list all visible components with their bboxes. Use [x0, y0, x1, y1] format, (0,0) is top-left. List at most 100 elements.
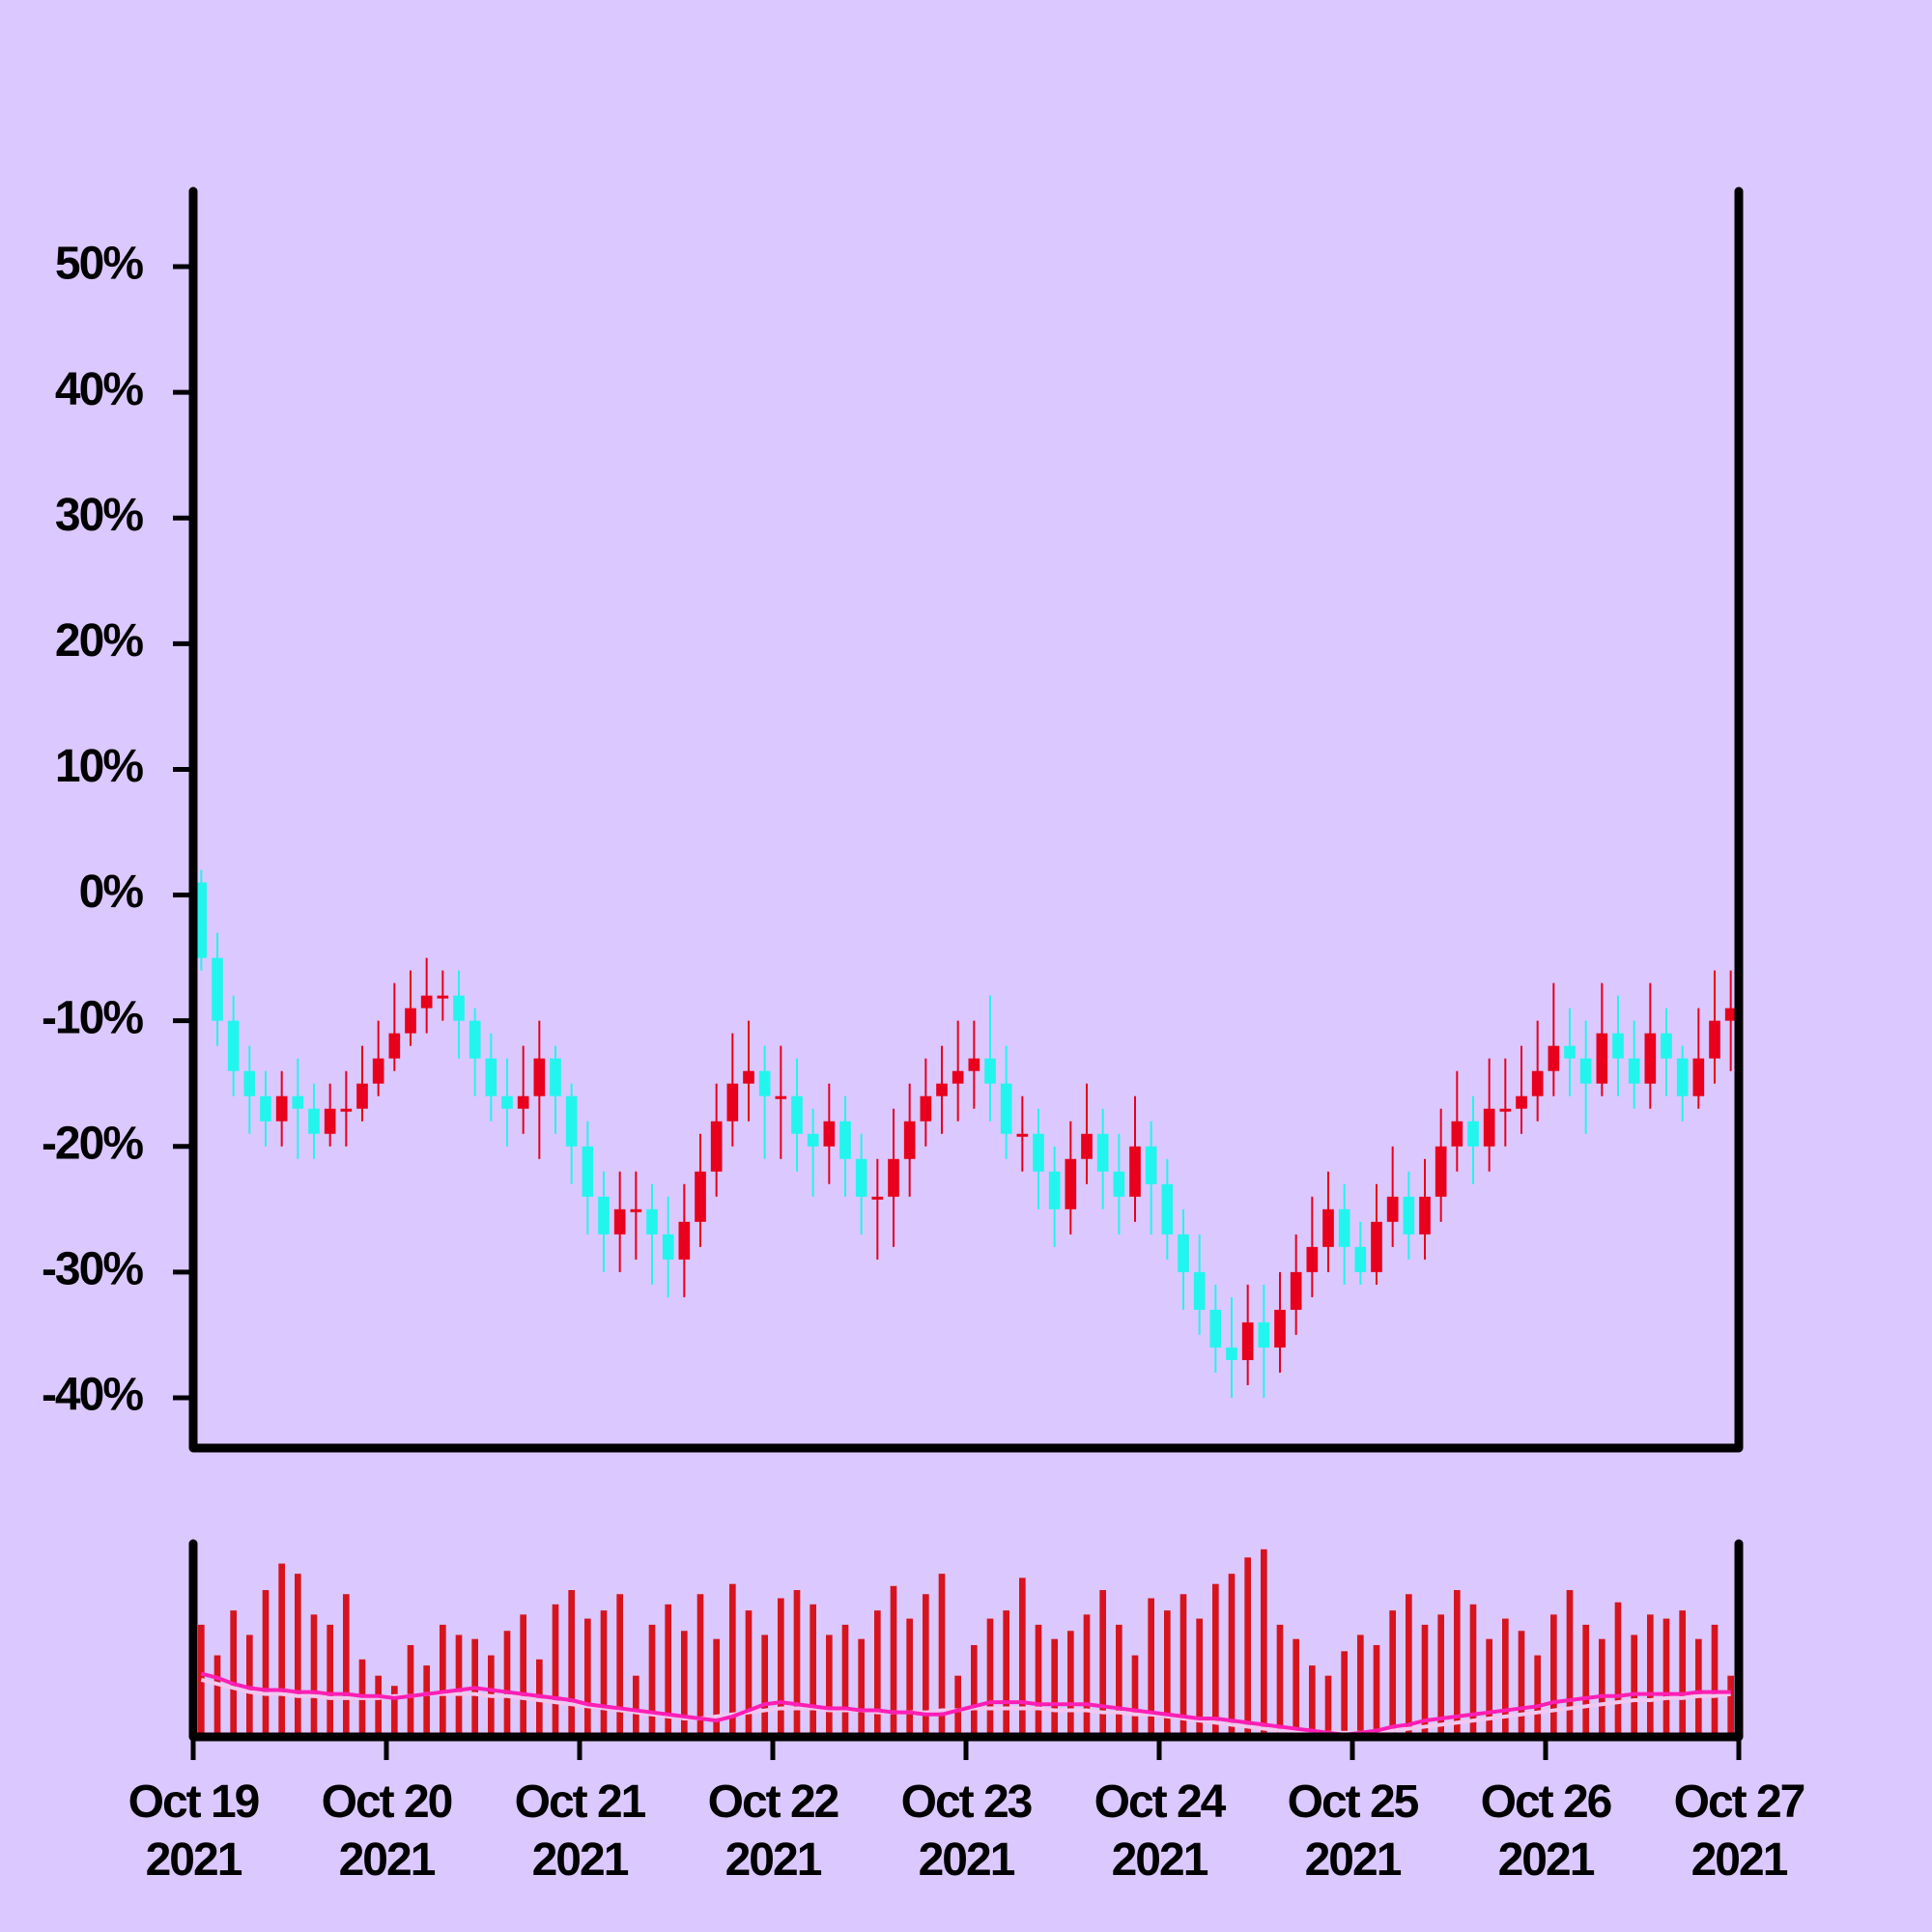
- volume-bar: [841, 1624, 849, 1737]
- volume-bar: [1196, 1618, 1203, 1737]
- volume-bar: [1148, 1598, 1154, 1737]
- candle-body: [952, 1070, 964, 1084]
- candle-body: [1548, 1045, 1560, 1071]
- candle-body: [1612, 1033, 1624, 1059]
- candle-body: [630, 1208, 642, 1212]
- candle-body: [871, 1196, 884, 1200]
- volume-bar: [278, 1563, 285, 1737]
- volume-bar: [1035, 1624, 1042, 1737]
- candle-body: [1096, 1133, 1109, 1172]
- volume-bar: [1502, 1618, 1509, 1737]
- volume-bar: [552, 1604, 559, 1737]
- candle-body: [1724, 1008, 1737, 1021]
- candle-body: [807, 1133, 819, 1147]
- candle-body: [968, 1058, 980, 1071]
- candle-body: [695, 1171, 706, 1222]
- volume-bar: [810, 1604, 816, 1737]
- candle-body: [550, 1058, 561, 1096]
- y-tick-label: 30%: [55, 490, 143, 541]
- candle-body: [1499, 1108, 1512, 1112]
- volume-bar: [1695, 1638, 1702, 1737]
- candle-body: [356, 1083, 368, 1109]
- candle-body: [485, 1058, 497, 1096]
- volume-bar: [536, 1659, 543, 1737]
- candle-body: [1403, 1196, 1415, 1235]
- volume-bar: [1324, 1675, 1332, 1737]
- volume-bar: [1373, 1645, 1380, 1737]
- volume-bar: [1228, 1574, 1236, 1737]
- candle-body: [1258, 1321, 1270, 1348]
- candle-body: [888, 1158, 899, 1197]
- volume-bar: [1647, 1614, 1654, 1737]
- candle-body: [1354, 1246, 1367, 1272]
- volume-bar: [1003, 1610, 1009, 1737]
- volume-bar: [1116, 1624, 1122, 1737]
- x-tick-label: Oct 26 2021: [1480, 1776, 1613, 1886]
- volume-bar: [1261, 1548, 1267, 1737]
- volume-bar: [343, 1594, 350, 1737]
- volume-bar: [327, 1624, 333, 1737]
- candle-body: [1467, 1121, 1479, 1147]
- volume-bar: [761, 1634, 768, 1737]
- candle-body: [1483, 1108, 1495, 1147]
- volume-bar: [648, 1624, 656, 1737]
- volume-bar: [1518, 1631, 1525, 1737]
- volume-bar: [954, 1675, 961, 1737]
- candle-body: [533, 1058, 546, 1096]
- candle-body: [726, 1083, 739, 1122]
- volume-bar: [778, 1598, 784, 1737]
- candle-body: [1048, 1171, 1061, 1209]
- candle-body: [855, 1158, 867, 1197]
- y-tick-label: -10%: [42, 992, 143, 1043]
- candle-body: [1322, 1208, 1334, 1247]
- candle-body: [243, 1070, 256, 1096]
- volume-bar: [1179, 1594, 1187, 1737]
- volume-bar: [858, 1638, 865, 1737]
- y-tick-label: -40%: [42, 1370, 143, 1421]
- volume-bar: [1711, 1624, 1719, 1737]
- volume-bar: [1244, 1557, 1251, 1737]
- y-tick-label: -20%: [42, 1118, 143, 1169]
- y-tick-label: 50%: [55, 239, 143, 290]
- y-tick-label: 10%: [55, 741, 143, 792]
- volume-bar: [391, 1686, 398, 1737]
- candle-body: [405, 1008, 416, 1034]
- candle-body: [1579, 1058, 1592, 1084]
- volume-bar: [874, 1610, 881, 1737]
- volume-bar: [1582, 1624, 1589, 1737]
- candle-body: [775, 1095, 787, 1099]
- candle-body: [823, 1121, 836, 1147]
- volume-bar: [971, 1645, 978, 1737]
- y-tick-label: -30%: [42, 1244, 143, 1295]
- candle-body: [1161, 1183, 1174, 1235]
- y-tick-label: 0%: [79, 867, 144, 918]
- volume-bar: [1631, 1634, 1637, 1737]
- candle-body: [1531, 1070, 1544, 1096]
- candle-body: [324, 1108, 336, 1134]
- volume-bar: [455, 1634, 463, 1737]
- candle-body: [1209, 1309, 1222, 1348]
- volume-bar: [1662, 1618, 1670, 1737]
- volume-bar: [1727, 1675, 1734, 1737]
- candle-body: [227, 1020, 240, 1071]
- volume-bar: [923, 1594, 929, 1737]
- candle-body: [839, 1121, 851, 1159]
- volume-bar: [826, 1634, 833, 1737]
- candle-body: [565, 1095, 578, 1147]
- candle-body: [598, 1196, 610, 1235]
- volume-bar: [890, 1585, 897, 1737]
- candle-body: [984, 1058, 996, 1084]
- y-tick-label: 20%: [55, 615, 143, 667]
- x-tick-label: Oct 22 2021: [707, 1776, 840, 1886]
- volume-bar: [1406, 1594, 1412, 1737]
- candle-body: [1596, 1033, 1608, 1084]
- candle-body: [517, 1095, 529, 1109]
- volume-bar: [1276, 1624, 1284, 1737]
- candle-body: [195, 882, 208, 958]
- candle-body: [212, 957, 223, 1021]
- candle-body: [710, 1121, 723, 1172]
- moving-average-line: [200, 1671, 1731, 1737]
- candle-body: [275, 1095, 288, 1122]
